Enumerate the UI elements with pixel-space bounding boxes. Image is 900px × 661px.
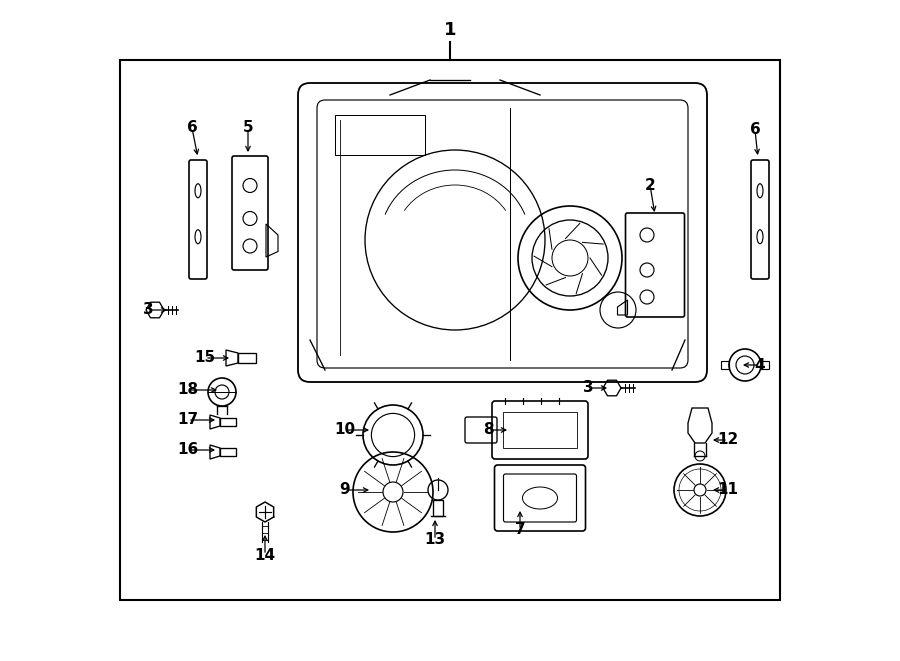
Text: 1: 1	[444, 21, 456, 39]
Bar	[335, 115, 425, 155]
Bar	[238, 353, 256, 363]
Text: 15: 15	[194, 350, 216, 366]
Text: 6: 6	[750, 122, 760, 137]
Text: 8: 8	[482, 422, 493, 438]
Text: 12: 12	[717, 432, 739, 447]
Text: 14: 14	[255, 547, 275, 563]
Text: 13: 13	[425, 533, 446, 547]
Bar	[220, 448, 236, 456]
Text: 2: 2	[644, 178, 655, 192]
Text: 6: 6	[186, 120, 197, 136]
Bar	[721, 361, 729, 369]
Text: 3: 3	[582, 381, 593, 395]
Text: 4: 4	[755, 358, 765, 373]
Bar	[433, 500, 443, 516]
Text: 9: 9	[339, 483, 350, 498]
Bar	[220, 418, 236, 426]
Text: 16: 16	[177, 442, 199, 457]
Text: 17: 17	[177, 412, 199, 428]
Text: 10: 10	[335, 422, 356, 438]
Text: 3: 3	[143, 303, 153, 317]
Bar	[503, 412, 577, 448]
Text: 18: 18	[177, 383, 199, 397]
Text: 7: 7	[515, 522, 526, 537]
Text: 5: 5	[243, 120, 253, 136]
Bar	[120, 60, 780, 600]
Bar	[761, 361, 769, 369]
Text: 11: 11	[717, 483, 739, 498]
